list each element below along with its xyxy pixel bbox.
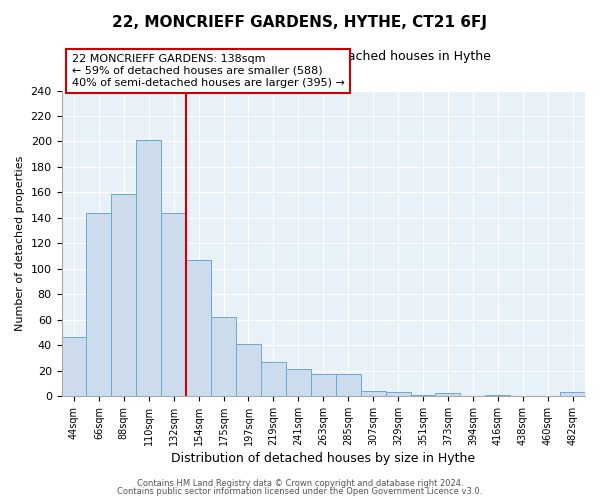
Bar	[311, 374, 336, 396]
Bar	[112, 194, 136, 396]
Title: Size of property relative to detached houses in Hythe: Size of property relative to detached ho…	[156, 50, 491, 63]
Bar	[286, 369, 311, 396]
Bar	[161, 212, 186, 396]
Bar	[211, 317, 236, 396]
Bar	[186, 260, 211, 396]
Bar	[436, 394, 460, 396]
Bar	[86, 212, 112, 396]
Bar	[410, 394, 436, 396]
X-axis label: Distribution of detached houses by size in Hythe: Distribution of detached houses by size …	[171, 452, 475, 465]
Bar	[361, 391, 386, 396]
Text: Contains HM Land Registry data © Crown copyright and database right 2024.: Contains HM Land Registry data © Crown c…	[137, 478, 463, 488]
Bar	[261, 362, 286, 396]
Bar	[336, 374, 361, 396]
Bar	[386, 392, 410, 396]
Y-axis label: Number of detached properties: Number of detached properties	[15, 156, 25, 331]
Bar	[485, 394, 510, 396]
Text: Contains public sector information licensed under the Open Government Licence v3: Contains public sector information licen…	[118, 487, 482, 496]
Text: 22 MONCRIEFF GARDENS: 138sqm
← 59% of detached houses are smaller (588)
40% of s: 22 MONCRIEFF GARDENS: 138sqm ← 59% of de…	[72, 54, 345, 88]
Bar	[62, 338, 86, 396]
Bar	[236, 344, 261, 396]
Text: 22, MONCRIEFF GARDENS, HYTHE, CT21 6FJ: 22, MONCRIEFF GARDENS, HYTHE, CT21 6FJ	[113, 15, 487, 30]
Bar	[560, 392, 585, 396]
Bar	[136, 140, 161, 396]
